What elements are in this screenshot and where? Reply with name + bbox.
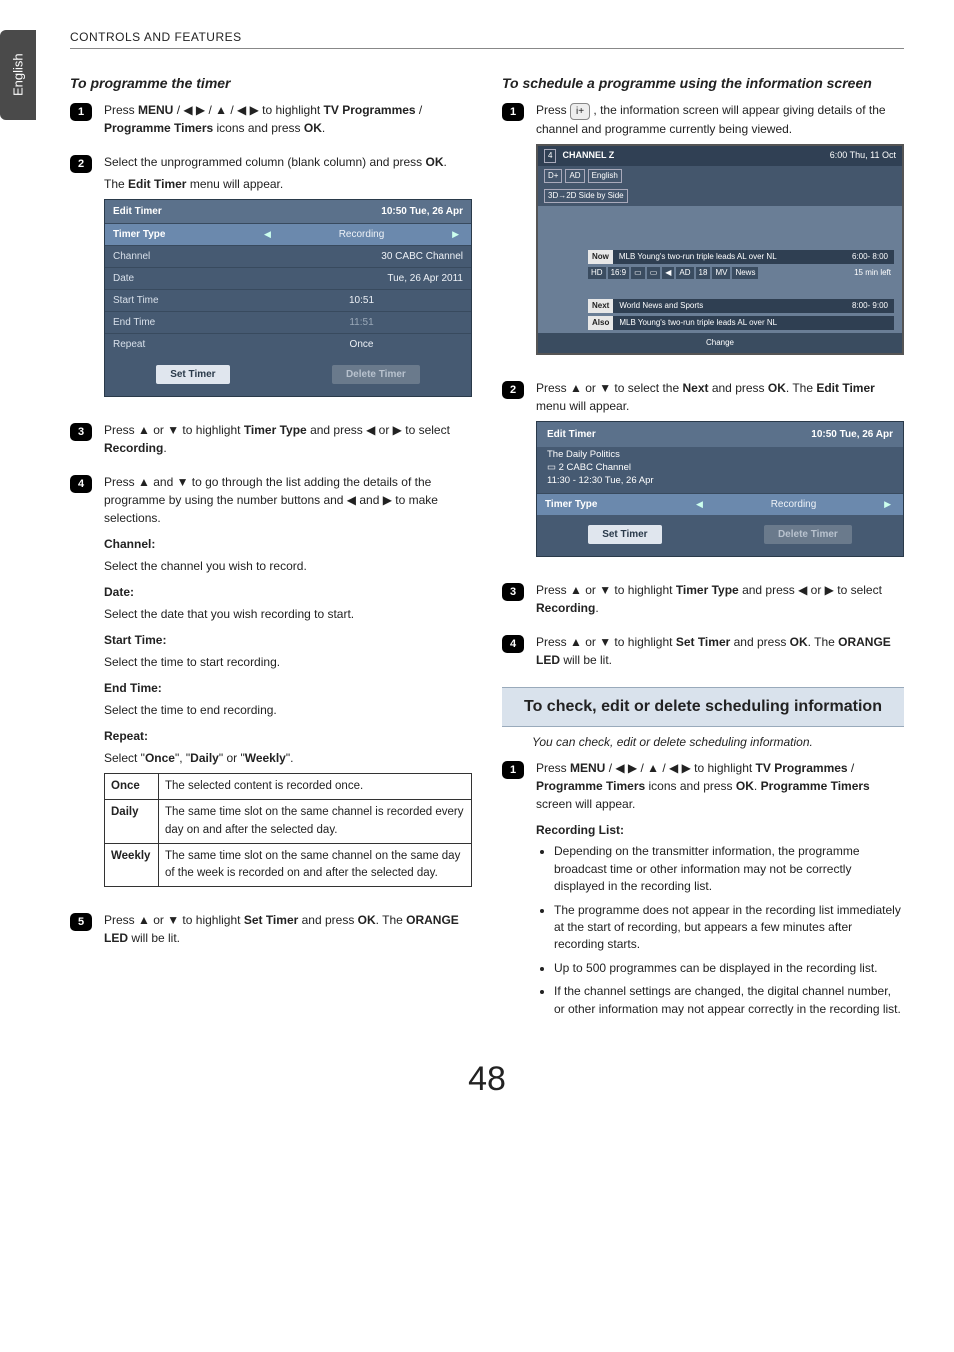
step-text: Press ▲ or ▼ to highlight Timer Type and… [104, 421, 472, 461]
step-text: Select the unprogrammed column (blank co… [104, 153, 472, 409]
set-timer-button: Set Timer [588, 525, 661, 544]
delete-timer-button: Delete Timer [764, 525, 852, 544]
step-badge: 2 [502, 381, 524, 399]
step-badge: 1 [70, 103, 92, 121]
delete-timer-button: Delete Timer [332, 365, 420, 384]
step-badge: 1 [502, 761, 524, 779]
edit-timer-panel: Edit Timer10:50 Tue, 26 Apr The Daily Po… [536, 421, 904, 557]
step-text: Press ▲ or ▼ to highlight Set Timer and … [104, 911, 472, 951]
step-badge: 4 [502, 635, 524, 653]
step-badge: 3 [70, 423, 92, 441]
section-title: To programme the timer [70, 75, 472, 91]
edit-timer-panel: Edit Timer10:50 Tue, 26 Apr Timer Type◀R… [104, 199, 472, 397]
step-text: Press ▲ and ▼ to go through the list add… [104, 473, 472, 899]
step-badge: 2 [70, 155, 92, 173]
info-screen: 4CHANNEL Z 6:00 Thu, 11 Oct D+ AD Englis… [536, 144, 904, 355]
step-badge: 3 [502, 583, 524, 601]
repeat-table: OnceThe selected content is recorded onc… [104, 773, 472, 887]
intro-text: You can check, edit or delete scheduling… [532, 735, 904, 749]
recording-list-notes: Depending on the transmitter information… [536, 843, 904, 1018]
section-title: To schedule a programme using the inform… [502, 75, 904, 91]
step-text: Press ▲ or ▼ to highlight Timer Type and… [536, 581, 904, 621]
step-text: Press ▲ or ▼ to select the Next and pres… [536, 379, 904, 569]
set-timer-button: Set Timer [156, 365, 229, 384]
section-banner: To check, edit or delete scheduling info… [502, 687, 904, 727]
step-text: Press MENU / ◀ ▶ / ▲ / ◀ ▶ to highlight … [104, 101, 472, 141]
page-number: 48 [70, 1060, 904, 1099]
step-text: Press ▲ or ▼ to highlight Set Timer and … [536, 633, 904, 673]
step-badge: 4 [70, 475, 92, 493]
info-icon: i+ [570, 103, 590, 120]
step-text: Press MENU / ◀ ▶ / ▲ / ◀ ▶ to highlight … [536, 759, 904, 1024]
language-tab: English [0, 30, 36, 120]
step-text: Press i+ , the information screen will a… [536, 101, 904, 367]
page-header: CONTROLS AND FEATURES [70, 30, 904, 49]
step-badge: 5 [70, 913, 92, 931]
step-badge: 1 [502, 103, 524, 121]
